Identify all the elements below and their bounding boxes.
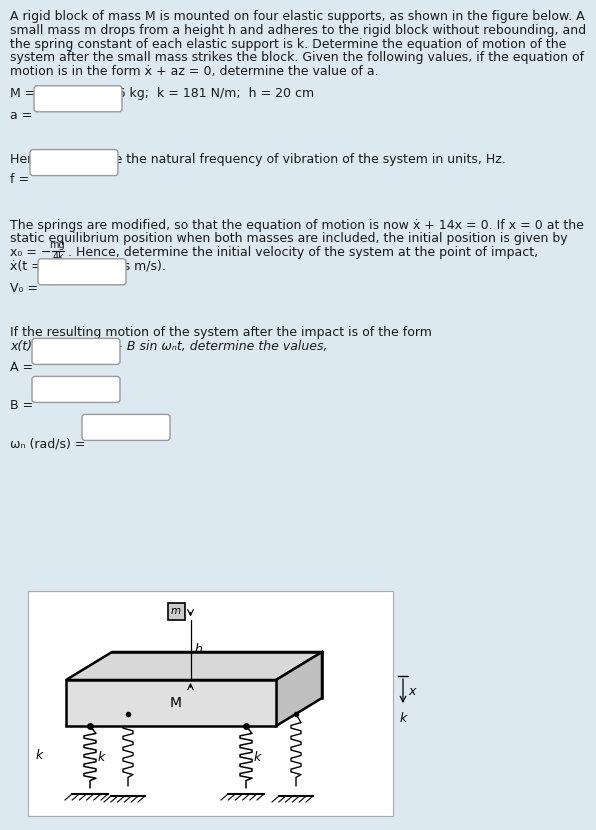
- FancyBboxPatch shape: [38, 259, 126, 285]
- Text: mg: mg: [49, 240, 65, 250]
- Text: m: m: [171, 606, 181, 616]
- Text: ωₙ (rad/s) =: ωₙ (rad/s) =: [10, 437, 85, 451]
- Text: . Hence, determine the initial velocity of the system at the point of impact,: . Hence, determine the initial velocity …: [68, 247, 538, 259]
- Text: V₀ =: V₀ =: [10, 282, 38, 295]
- Text: k: k: [36, 749, 44, 761]
- Text: motion is in the form ẋ + az = 0, determine the value of a.: motion is in the form ẋ + az = 0, determ…: [10, 66, 378, 78]
- Polygon shape: [276, 652, 322, 726]
- Text: M: M: [170, 696, 182, 710]
- Bar: [167, 603, 185, 619]
- Text: small mass m drops from a height h and adheres to the rigid block without reboun: small mass m drops from a height h and a…: [10, 24, 586, 37]
- Text: k: k: [98, 750, 105, 764]
- Text: B =: B =: [10, 399, 33, 413]
- Text: M = 55 kg;  m = 6 kg;  k = 181 N/m;  h = 20 cm: M = 55 kg; m = 6 kg; k = 181 N/m; h = 20…: [10, 87, 314, 100]
- Text: x₀ = −: x₀ = −: [10, 247, 51, 259]
- FancyBboxPatch shape: [28, 591, 393, 816]
- Text: k: k: [399, 712, 406, 725]
- Polygon shape: [66, 680, 276, 726]
- Text: k: k: [254, 750, 261, 764]
- FancyBboxPatch shape: [34, 85, 122, 112]
- Text: x: x: [408, 685, 415, 697]
- Text: The springs are modified, so that the equation of motion is now ẋ + 14x = 0. If : The springs are modified, so that the eq…: [10, 218, 584, 232]
- Text: x(t) = A cos ωₙt + B sin ωₙt, determine the values,: x(t) = A cos ωₙt + B sin ωₙt, determine …: [10, 339, 327, 353]
- Text: f =: f =: [10, 173, 29, 186]
- Text: A rigid block of mass M is mounted on four elastic supports, as shown in the fig: A rigid block of mass M is mounted on fo…: [10, 10, 585, 23]
- Text: static equilibrium position when both masses are included, the initial position : static equilibrium position when both ma…: [10, 232, 567, 246]
- Text: Hence, determine the natural frequency of vibration of the system in units, Hz.: Hence, determine the natural frequency o…: [10, 153, 506, 166]
- Text: system after the small mass strikes the block. Given the following values, if th: system after the small mass strikes the …: [10, 51, 584, 65]
- Text: 4k: 4k: [52, 252, 64, 262]
- Polygon shape: [66, 652, 322, 680]
- FancyBboxPatch shape: [30, 149, 118, 176]
- FancyBboxPatch shape: [32, 376, 120, 403]
- Text: a =: a =: [10, 109, 32, 122]
- Text: ẋ(t = 0) = V₀ (units m/s).: ẋ(t = 0) = V₀ (units m/s).: [10, 260, 166, 273]
- Text: A =: A =: [10, 361, 33, 374]
- Text: If the resulting motion of the system after the impact is of the form: If the resulting motion of the system af…: [10, 326, 432, 339]
- FancyBboxPatch shape: [32, 339, 120, 364]
- Text: h: h: [194, 643, 203, 657]
- Text: the spring constant of each elastic support is k. Determine the equation of moti: the spring constant of each elastic supp…: [10, 37, 566, 51]
- FancyBboxPatch shape: [82, 414, 170, 441]
